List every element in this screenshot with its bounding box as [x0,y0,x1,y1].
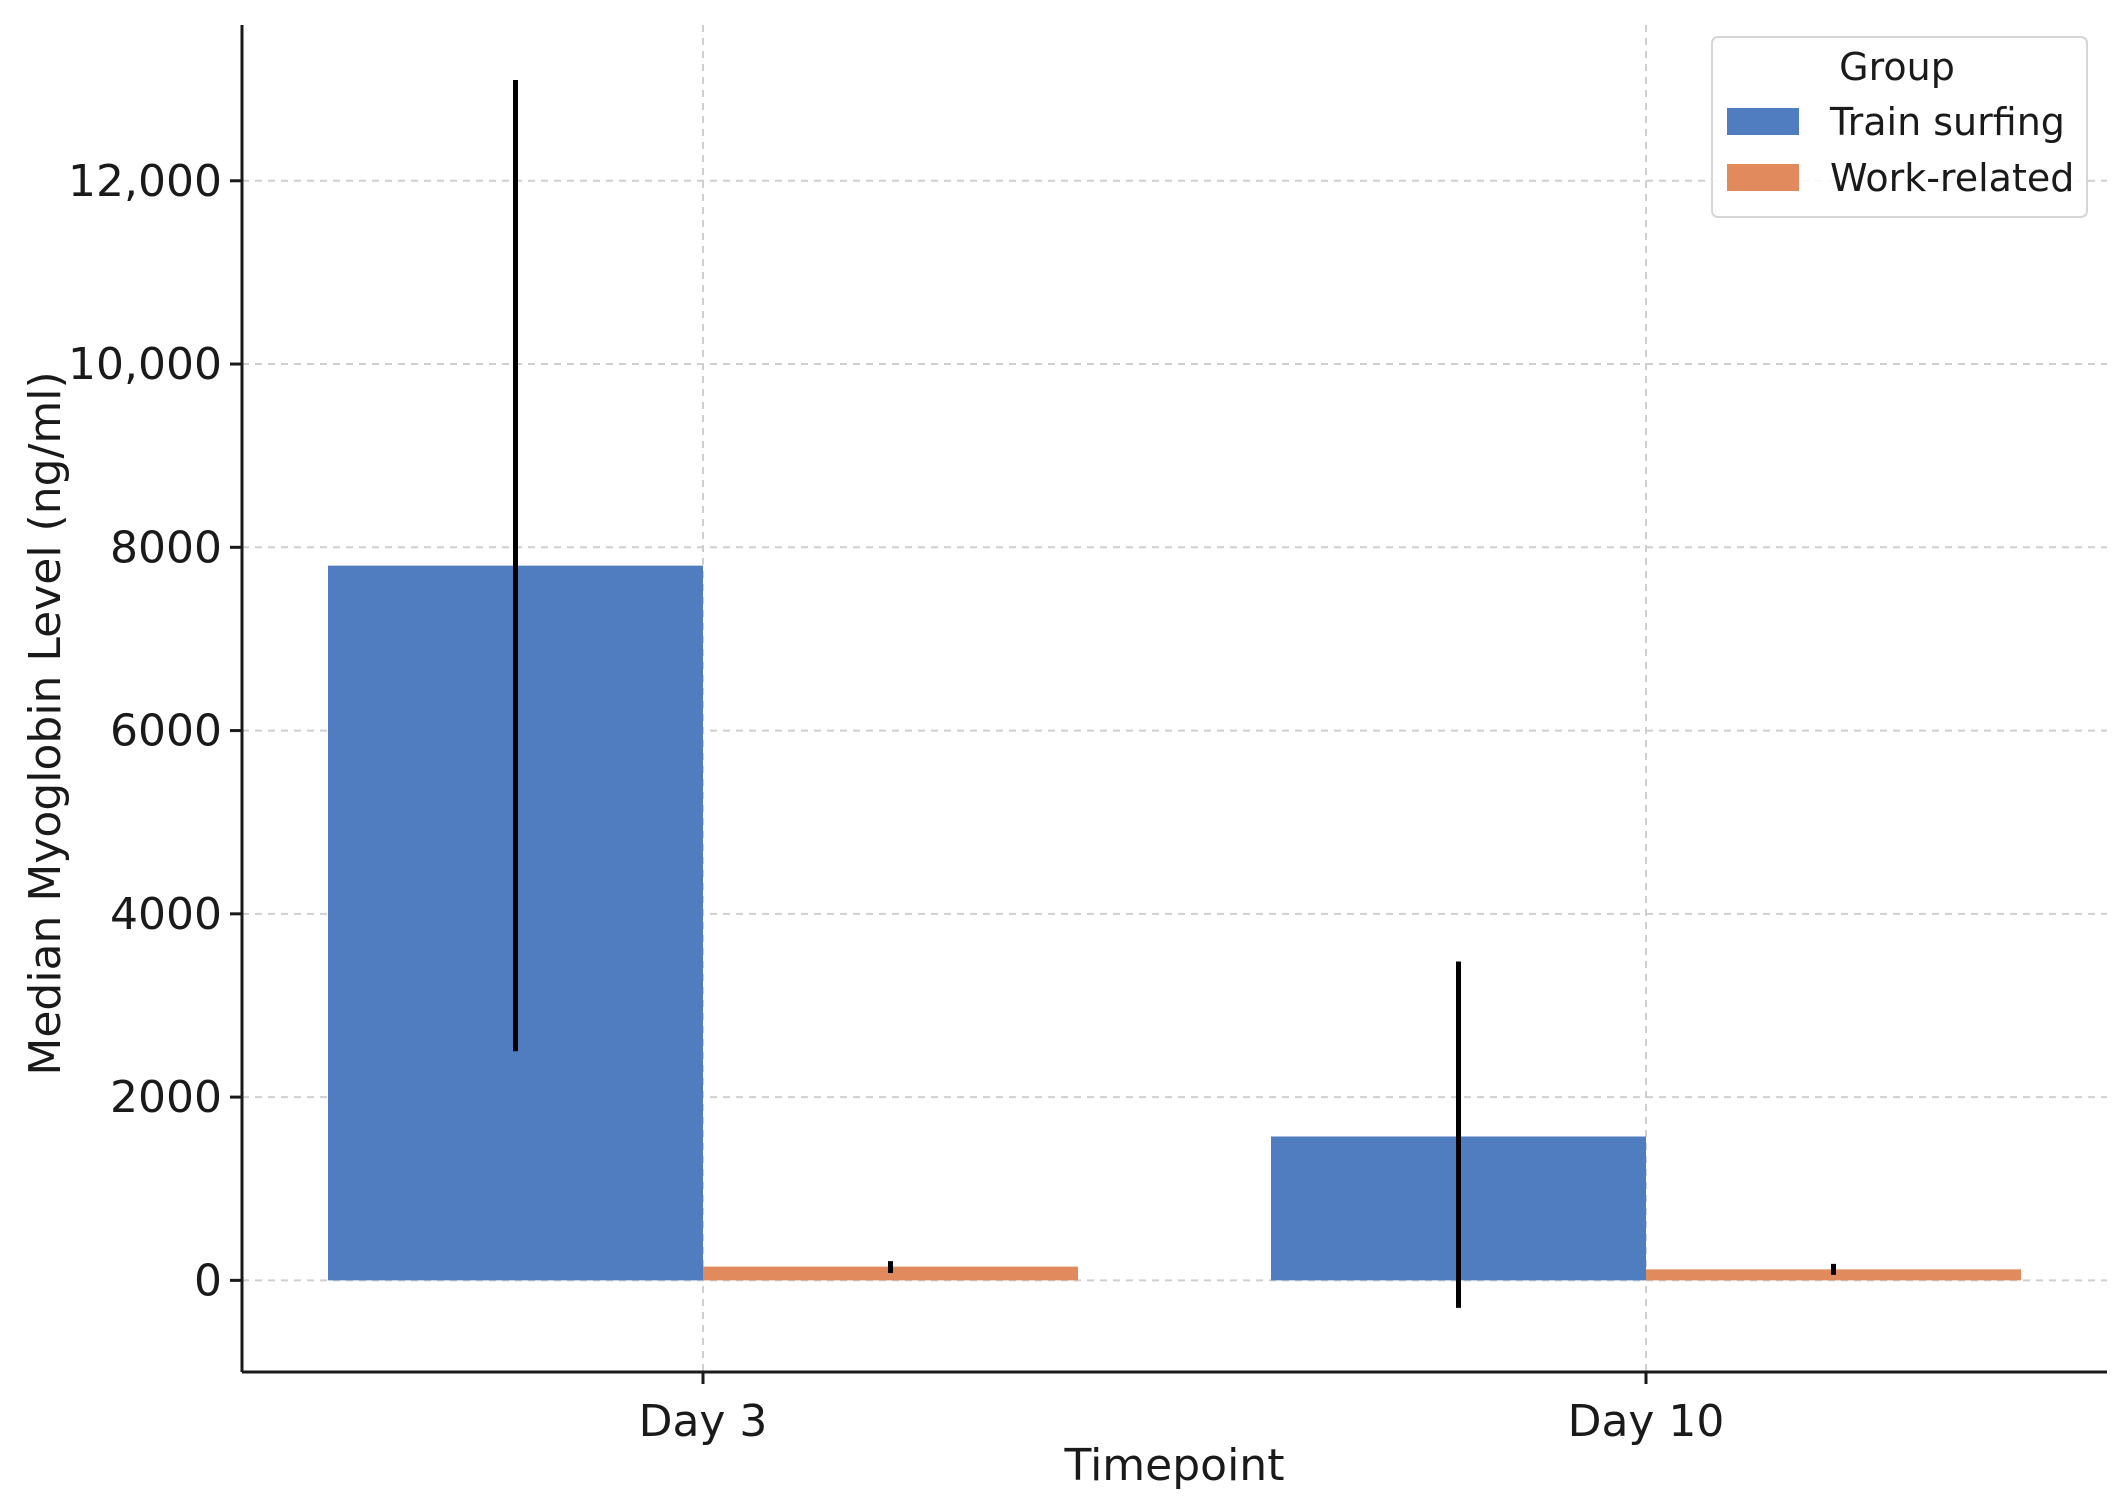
legend-swatch [1727,108,1799,135]
y-tick-label: 0 [194,1255,222,1306]
y-tick-label: 8000 [110,522,222,573]
legend-items: Train surfing Work-related [1727,100,2074,200]
legend-frame [1711,36,2088,218]
bars [328,565,2021,1281]
axes [240,25,2107,1374]
legend-label: Work-related [1830,156,2074,200]
x-axis-title: Timepoint [1064,1440,1285,1491]
y-tick-label: 6000 [110,706,222,757]
x-tick-label: Day 10 [1568,1396,1725,1447]
legend-title: Group [1839,45,1955,89]
legend: Group Train surfing Work-related [1711,36,2088,218]
legend-label: Train surfing [1829,100,2065,144]
bar [703,1266,1078,1281]
y-tick-label: 4000 [110,889,222,940]
y-tick-label: 10,000 [68,339,222,390]
error-bars [513,79,1836,1308]
y-axis-title: Median Myoglobin Level (ng/ml) [20,371,71,1075]
legend-swatch [1727,164,1799,191]
y-tick-label: 12,000 [68,156,222,207]
x-tick-label: Day 3 [639,1396,768,1447]
y-tick-label: 2000 [110,1072,222,1123]
tick-labels: 0 2000 4000 6000 8000 10,000 12,000 Day 3 Day 10 [68,156,1724,1447]
